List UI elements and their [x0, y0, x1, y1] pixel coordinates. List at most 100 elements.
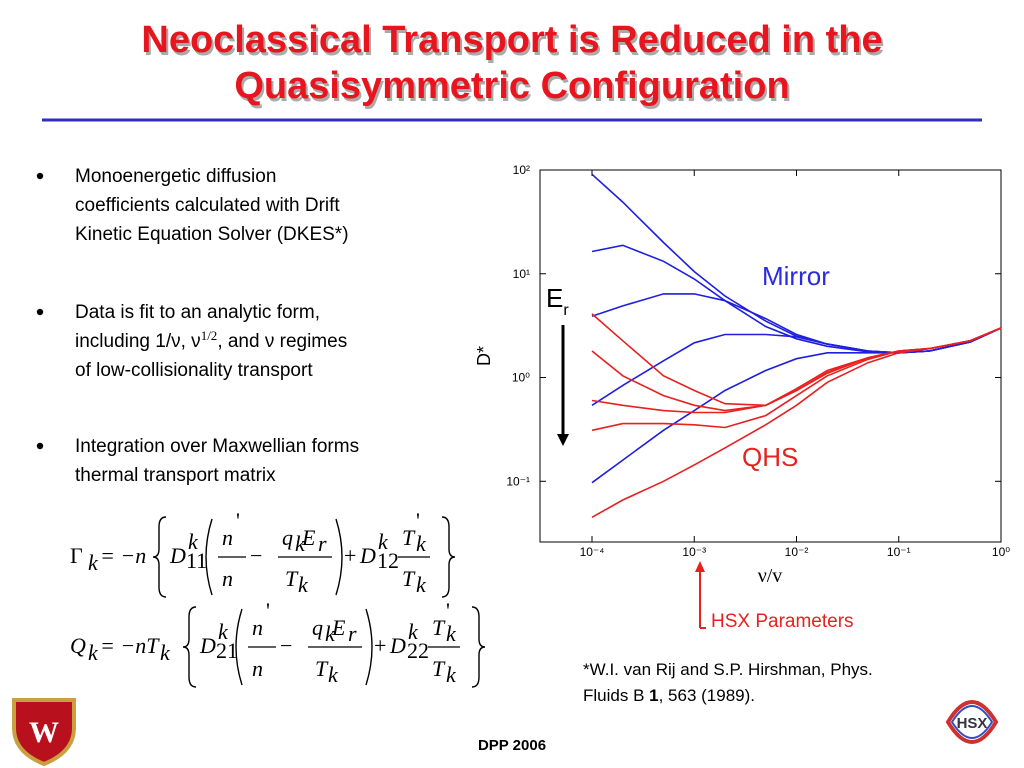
equation-token: D: [389, 633, 406, 658]
equation-token: E: [301, 525, 316, 550]
footnote: Fluids B 1, 563 (1989).: [583, 686, 755, 705]
y-tick-label: 10⁻¹: [506, 474, 530, 488]
x-tick-label: 10⁻⁴: [580, 545, 605, 559]
equation-token: = −nT: [100, 633, 160, 658]
equation-token: E: [331, 615, 346, 640]
equation-token: D: [199, 633, 216, 658]
equation-token: T: [402, 525, 416, 550]
bullet-text: coefficients calculated with Drift: [75, 195, 340, 216]
bullet-dot: [36, 308, 44, 316]
equation-token: q: [312, 615, 323, 640]
annotation-qhs: QHS: [742, 442, 798, 472]
footnote: *W.I. van Rij and S.P. Hirshman, Phys.: [583, 660, 873, 679]
equation-token: k: [416, 572, 427, 597]
bullet-segment: , and ν regimes: [217, 331, 347, 352]
x-axis-label: ν/v: [758, 565, 783, 587]
equation-token: n: [222, 566, 233, 591]
equation-token: n: [252, 656, 263, 681]
series-line: [591, 327, 1002, 412]
equation-token: n: [222, 525, 233, 550]
paren: [335, 518, 343, 596]
equation-token: k: [416, 531, 427, 556]
annotation-mirror: Mirror: [762, 261, 830, 291]
equation-token: D: [359, 543, 376, 568]
equation-token: r: [348, 621, 357, 646]
equation-token: k: [88, 640, 99, 665]
er-arrowhead: [557, 434, 569, 446]
equation-token: −: [280, 633, 292, 658]
equation-token: k: [446, 621, 457, 646]
paren: [235, 608, 243, 686]
paren: [365, 608, 373, 686]
equation-token: k: [298, 572, 309, 597]
equation-token: r: [318, 531, 327, 556]
title-shadow: Neoclassical Transport is Reduced in the: [143, 22, 884, 64]
equation-token: k: [328, 662, 339, 687]
equation-token: 22: [407, 638, 429, 663]
brace: [441, 516, 456, 598]
hsx-logo-text: HSX: [957, 715, 988, 732]
x-tick-label: 10⁻³: [682, 545, 706, 559]
equation-token: ': [236, 508, 240, 533]
bullet-text: of low-collisionality transport: [75, 360, 313, 381]
equation-token: +: [374, 633, 386, 658]
series-line: [591, 327, 1002, 484]
y-tick-label: 10¹: [513, 267, 530, 281]
equation-token: 11: [186, 548, 207, 573]
bullet-text: Integration over Maxwellian forms: [75, 436, 359, 457]
equation-token: n: [252, 615, 263, 640]
equation-token: T: [432, 656, 446, 681]
equation-token: k: [378, 529, 389, 554]
equation-token: T: [315, 656, 329, 681]
equation-token: ': [446, 598, 450, 623]
title-shadow: Quasisymmetric Configuration: [236, 68, 791, 110]
equation-token: k: [218, 619, 229, 644]
title: Quasisymmetric Configuration: [234, 65, 789, 107]
crest-shield: [12, 698, 76, 767]
equation-token: 21: [216, 638, 238, 663]
bullet-dot: [36, 172, 44, 180]
equation-token: Q: [70, 633, 86, 658]
footer: DPP 2006: [478, 737, 546, 754]
y-tick-label: 10²: [513, 163, 530, 177]
equation-token: k: [446, 662, 457, 687]
equation-token: T: [285, 566, 299, 591]
annotation-er: Er: [546, 283, 569, 319]
equation-token: +: [344, 543, 356, 568]
y-axis-label: D*: [474, 346, 494, 366]
x-tick-label: 10⁰: [992, 545, 1010, 559]
equation-token: T: [402, 566, 416, 591]
equation-token: k: [325, 621, 336, 646]
equation-token: k: [295, 531, 306, 556]
hsx-ring-inner: [950, 705, 994, 739]
bullet-text: thermal transport matrix: [75, 465, 276, 486]
superscript: 1/2: [201, 328, 218, 343]
brace: [471, 606, 486, 688]
x-tick-label: 10⁻²: [785, 545, 809, 559]
bullet-text: Kinetic Equation Solver (DKES*): [75, 224, 349, 245]
hsx-arrowhead: [695, 561, 705, 572]
bullet-segment: including 1/ν, ν: [75, 331, 201, 352]
series-line: [591, 327, 1002, 432]
bullet-dot: [36, 442, 44, 450]
paren: [205, 518, 213, 596]
equation-token: 12: [377, 548, 399, 573]
series-line: [591, 313, 1002, 407]
footnote-segment: 1: [649, 686, 658, 705]
brace: [182, 606, 197, 688]
equation-token: = −n: [100, 543, 146, 568]
equation-token: T: [432, 615, 446, 640]
series-line: [591, 293, 1002, 354]
series-line: [591, 327, 1002, 414]
footnote-segment: Fluids B: [583, 686, 649, 705]
bullet-text: including 1/ν, ν1/2, and ν regimes: [75, 328, 347, 353]
equation-token: q: [282, 525, 293, 550]
er-sub: r: [563, 302, 569, 319]
equation-token: ': [416, 508, 420, 533]
bullet-text: Monoenergetic diffusion: [75, 166, 276, 187]
brace: [152, 516, 167, 598]
equation-token: k: [408, 619, 419, 644]
equation-token: ': [266, 598, 270, 623]
equation-token: D: [169, 543, 186, 568]
